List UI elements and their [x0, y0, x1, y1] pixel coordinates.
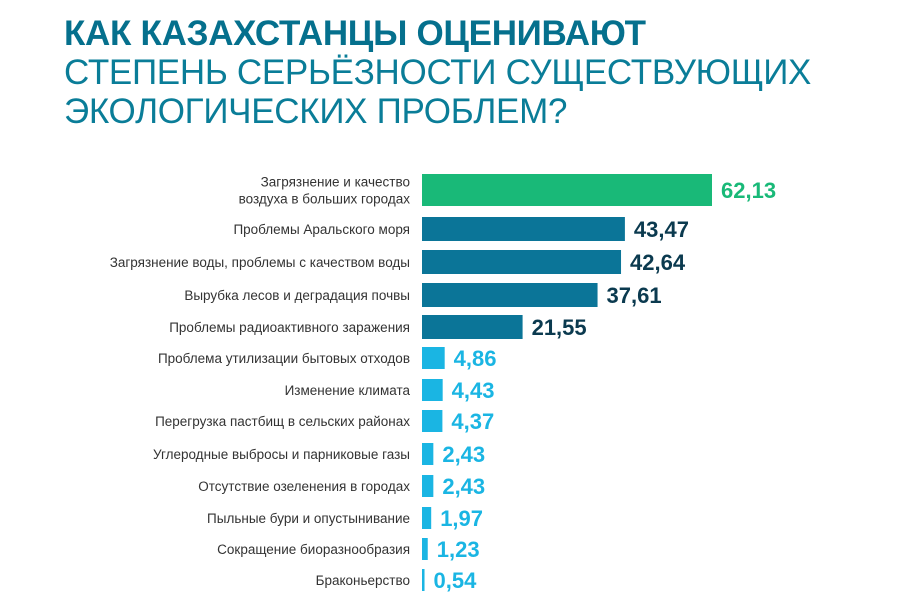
- bar: [422, 283, 598, 307]
- bar: [422, 538, 428, 560]
- category-label: Углеродные выбросы и парниковые газы: [153, 447, 410, 462]
- bar: [422, 569, 425, 591]
- bar: [422, 507, 432, 529]
- data-label: 2,43: [442, 474, 485, 499]
- category-label: воздуха в больших городах: [239, 192, 411, 207]
- bar: [422, 443, 434, 465]
- bar: [422, 379, 443, 401]
- data-label: 4,86: [454, 346, 497, 371]
- bar: [422, 174, 712, 206]
- title-line-3: ЭКОЛОГИЧЕСКИХ ПРОБЛЕМ?: [64, 92, 568, 131]
- data-label: 1,23: [437, 537, 480, 562]
- data-label: 2,43: [442, 442, 485, 467]
- category-label: Проблемы Аральского моря: [233, 222, 410, 237]
- category-label: Пыльные бури и опустынивание: [207, 511, 410, 526]
- category-label: Отсутствие озеленения в городах: [198, 479, 410, 494]
- data-label: 1,97: [440, 506, 483, 531]
- category-label: Сокращение биоразнообразия: [217, 542, 410, 557]
- category-label: Вырубка лесов и деградация почвы: [184, 288, 410, 303]
- bar: [422, 315, 523, 339]
- category-label: Браконьерство: [316, 573, 410, 588]
- category-label: Изменение климата: [285, 383, 411, 398]
- data-label: 21,55: [532, 315, 587, 340]
- data-label: 0,54: [434, 568, 478, 593]
- data-label: 4,43: [452, 378, 495, 403]
- chart-title: КАК КАЗАХСТАНЦЫ ОЦЕНИВАЮТ СТЕПЕНЬ СЕРЬЁЗ…: [64, 14, 811, 131]
- title-line-2: СТЕПЕНЬ СЕРЬЁЗНОСТИ СУЩЕСТВУЮЩИХ: [64, 53, 812, 92]
- category-label: Загрязнение и качество: [261, 175, 410, 190]
- bar: [422, 475, 434, 497]
- data-label: 37,61: [607, 283, 662, 308]
- data-label: 4,37: [451, 409, 494, 434]
- data-label: 62,13: [721, 178, 776, 203]
- data-label: 42,64: [630, 250, 686, 275]
- category-label: Перегрузка пастбищ в сельских районах: [155, 414, 410, 429]
- category-label: Проблемы радиоактивного заражения: [169, 320, 410, 335]
- category-label: Проблема утилизации бытовых отходов: [158, 351, 410, 366]
- data-label: 43,47: [634, 217, 689, 242]
- title-line-1: КАК КАЗАХСТАНЦЫ ОЦЕНИВАЮТ: [64, 14, 646, 53]
- bar: [422, 347, 445, 369]
- bar: [422, 250, 622, 274]
- bar: [422, 410, 443, 432]
- bar: [422, 217, 625, 241]
- category-label: Загрязнение воды, проблемы с качеством в…: [110, 255, 410, 270]
